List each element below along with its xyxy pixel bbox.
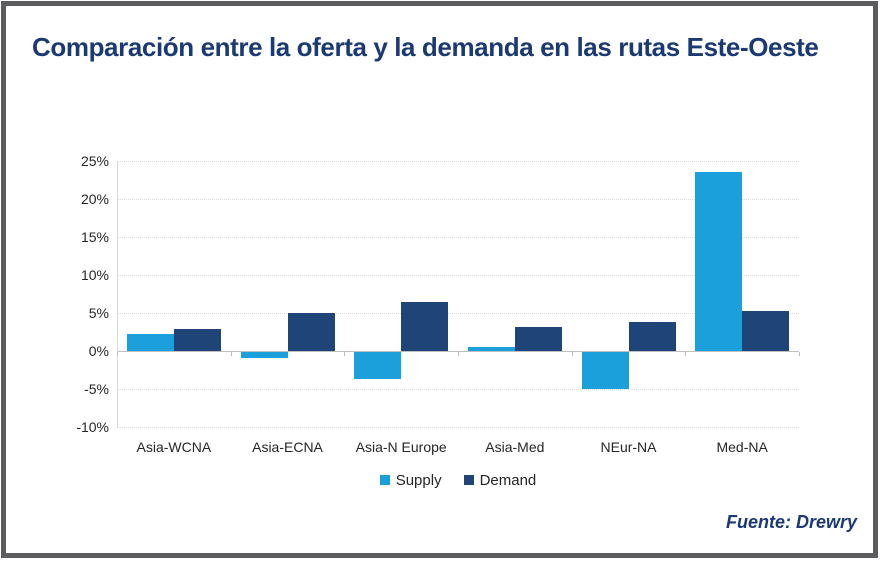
x-axis-tick xyxy=(571,352,573,356)
gridline-25 xyxy=(117,161,799,162)
x-axis-tick xyxy=(344,352,346,356)
bar-supply-med-na xyxy=(695,171,743,351)
legend-label-demand: Demand xyxy=(479,471,537,489)
x-axis-category-label: Asia-N Europe xyxy=(355,439,447,455)
bar-demand-asia-wcna xyxy=(173,328,221,351)
y-axis-tick-label: 10% xyxy=(80,267,109,283)
bar-demand-asia-med xyxy=(514,327,562,351)
y-axis-tick-label: 0% xyxy=(88,343,109,359)
x-axis-tick xyxy=(458,352,459,356)
gridline-15 xyxy=(117,237,799,238)
y-axis-tick-label: -5% xyxy=(84,381,109,397)
x-axis-tick xyxy=(799,352,800,356)
x-axis-category-label: Asia-Med xyxy=(485,439,545,455)
legend-swatch-demand xyxy=(463,475,474,485)
y-axis-tick-label: -10% xyxy=(76,419,109,435)
legend-item-demand: Demand xyxy=(463,471,537,489)
bar-demand-med-na xyxy=(742,310,790,351)
bar-supply-asia-wcna xyxy=(126,333,174,351)
x-axis-zero-line xyxy=(117,351,799,352)
bar-supply-neur-na xyxy=(581,352,629,390)
x-axis-tick xyxy=(230,352,232,356)
source-attribution: Fuente: Drewry xyxy=(725,512,857,532)
bar-demand-asia-ecna xyxy=(287,313,335,351)
x-axis-category-label: Asia-ECNA xyxy=(252,439,323,455)
x-axis-category-label: NEur-NA xyxy=(600,439,657,455)
y-axis-tick-label: 20% xyxy=(80,191,109,207)
y-axis-tick-label: 5% xyxy=(88,305,109,321)
gridline-5 xyxy=(117,313,799,314)
chart-title: Comparación entre la oferta y la demanda… xyxy=(32,32,819,62)
legend-swatch-supply xyxy=(379,475,390,485)
y-axis-tick-label: 25% xyxy=(80,153,109,169)
bar-supply-asia-ecna xyxy=(240,352,288,359)
gridline-20 xyxy=(117,199,799,200)
bar-demand-asia-n-europe xyxy=(401,302,449,351)
x-axis-category-label: Med-NA xyxy=(716,439,768,455)
y-axis-line xyxy=(117,161,118,427)
gridline--5 xyxy=(117,389,799,390)
bar-supply-asia-med xyxy=(467,347,515,351)
chart-legend: Supply Demand xyxy=(117,470,799,490)
legend-item-supply: Supply xyxy=(379,471,442,489)
legend-label-supply: Supply xyxy=(395,471,442,489)
x-axis-tick xyxy=(685,352,687,356)
bar-demand-neur-na xyxy=(628,322,676,351)
x-axis-category-label: Asia-WCNA xyxy=(136,439,212,455)
gridline--10 xyxy=(117,427,799,428)
x-axis-tick xyxy=(117,352,118,356)
bar-supply-asia-n-europe xyxy=(354,352,402,380)
y-axis-tick-label: 15% xyxy=(80,229,109,245)
gridline-10 xyxy=(117,275,799,276)
